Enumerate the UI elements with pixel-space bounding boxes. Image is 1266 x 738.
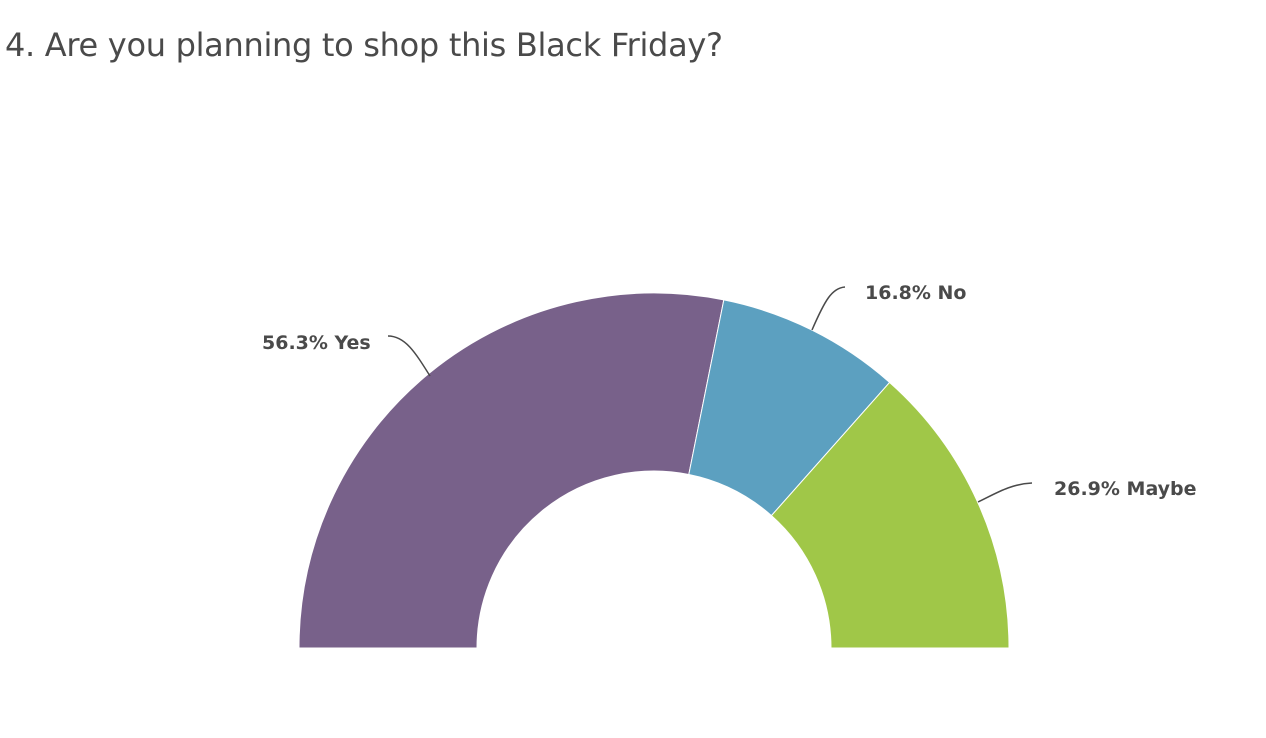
slice-yes [298, 292, 725, 649]
slice-maybe [770, 381, 1010, 649]
leader-line-no [811, 286, 846, 331]
leader-line-yes [387, 335, 431, 377]
data-label-no: 16.8% No [865, 282, 967, 304]
chart-title: 4. Are you planning to shop this Black F… [5, 26, 723, 64]
data-label-yes: 56.3% Yes [262, 332, 371, 354]
leader-line-maybe [977, 482, 1033, 503]
data-label-maybe: 26.9% Maybe [1054, 478, 1197, 500]
